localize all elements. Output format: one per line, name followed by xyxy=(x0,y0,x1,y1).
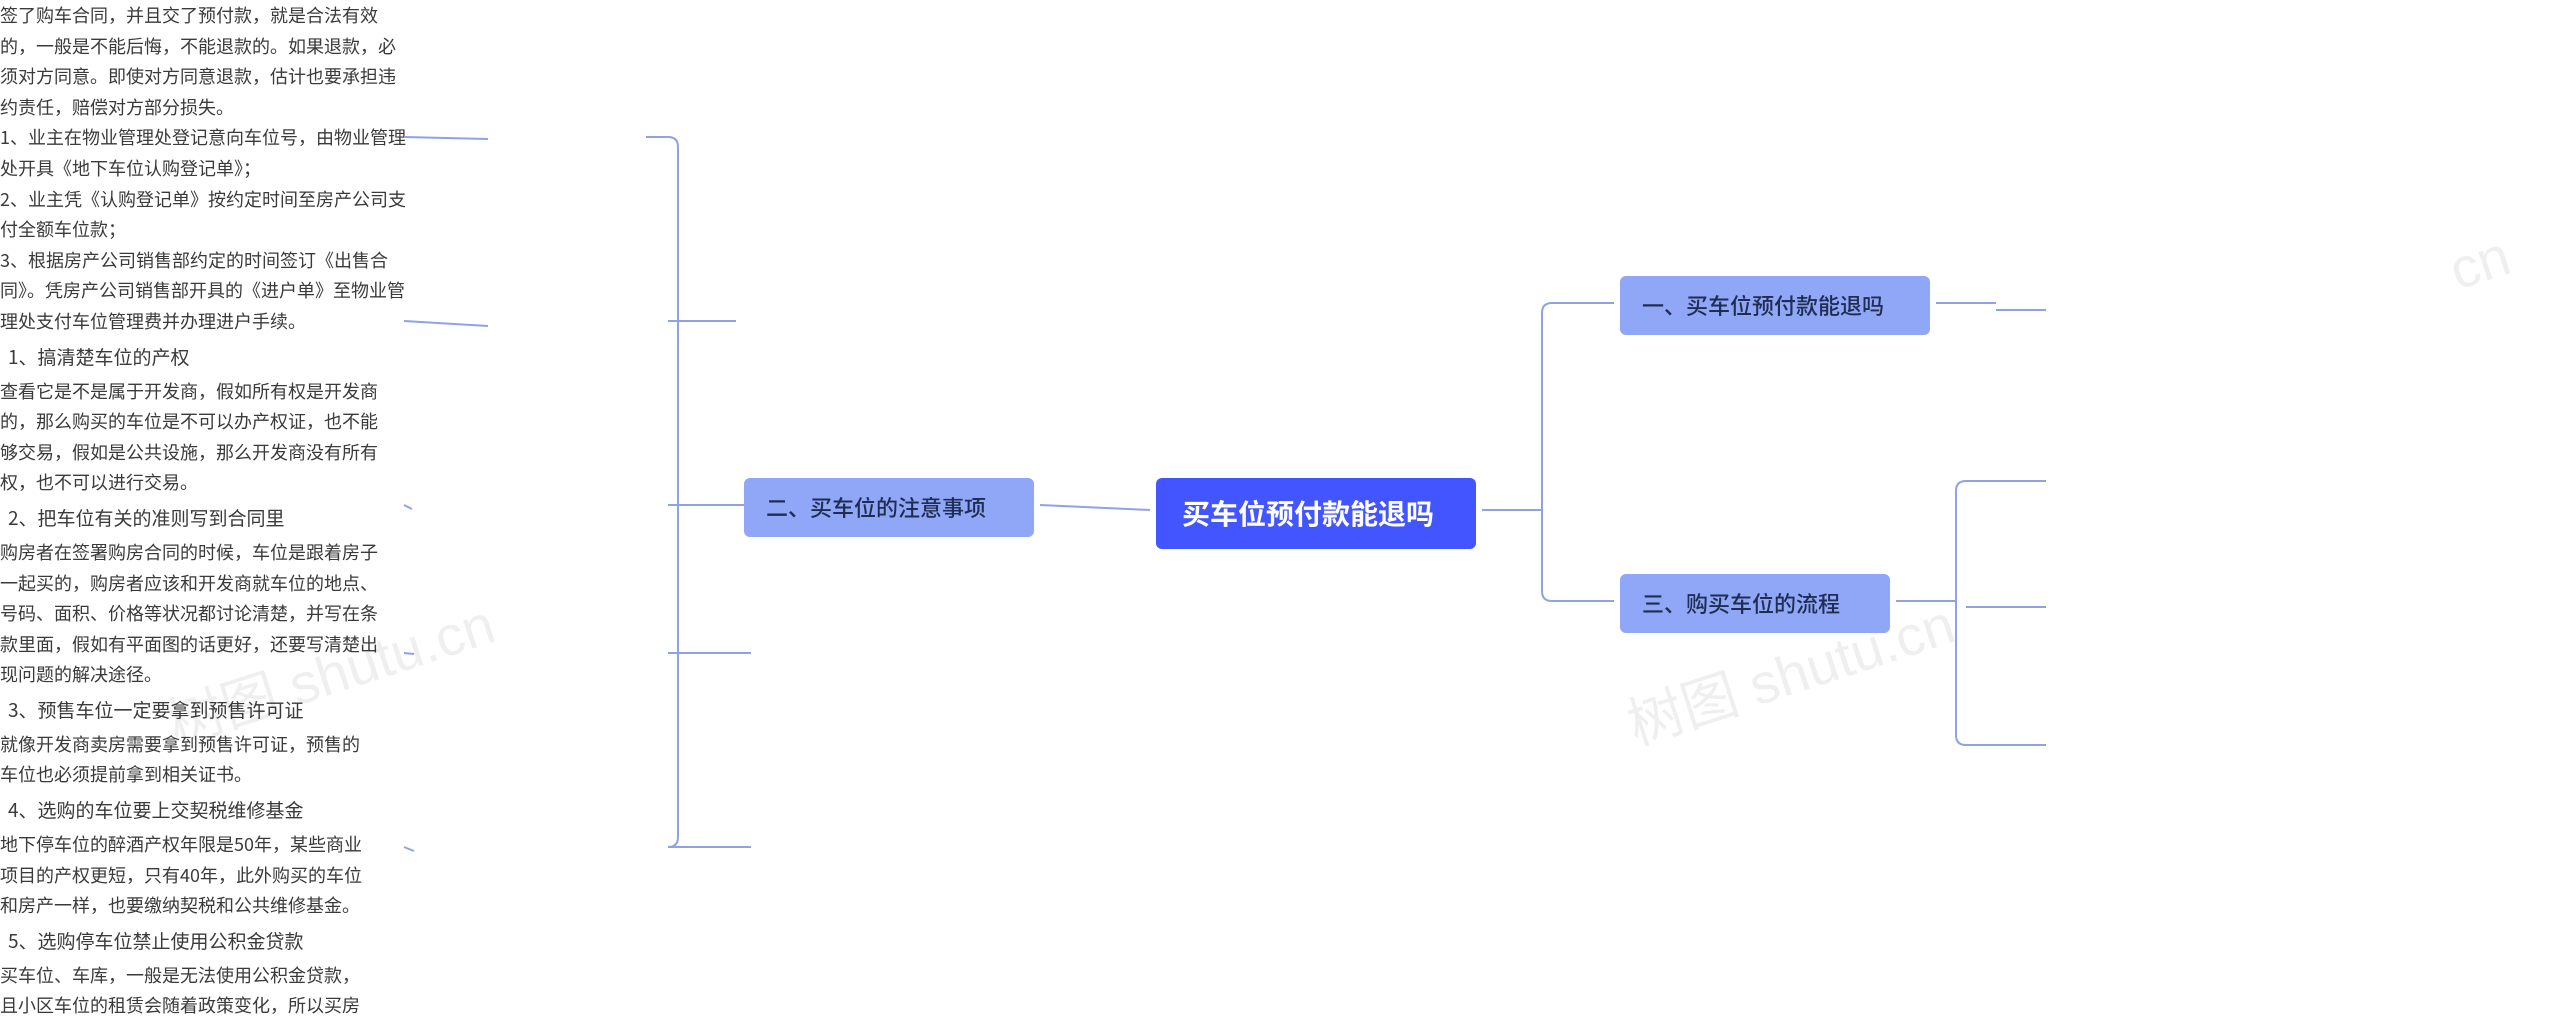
sub-node: 1、搞清楚车位的产权 xyxy=(0,337,2560,376)
detail-text: 地下停车位的醉酒产权年限是50年，某些商业项目的产权更短，只有40年，此外购买的… xyxy=(0,829,370,921)
detail-text: 买车位、车库，一般是无法使用公积金贷款，且小区车位的租赁会随着政策变化，所以买房… xyxy=(0,960,370,1021)
detail-text: 签了购车合同，并且交了预付款，就是合法有效的，一般是不能后悔，不能退款的。如果退… xyxy=(0,0,410,122)
detail-text: 2、业主凭《认购登记单》按约定时间至房产公司支付全额车位款； xyxy=(0,184,410,245)
detail-text: 购房者在签署购房合同的时候，车位是跟着房子一起买的，购房者应该和开发商就车位的地… xyxy=(0,537,388,690)
root-node: 买车位预付款能退吗 xyxy=(1156,478,1476,549)
sub-node: 5、选购停车位禁止使用公积金贷款 xyxy=(0,921,2560,960)
branch-r3: 三、购买车位的流程 xyxy=(1620,574,1890,633)
detail-text: 1、业主在物业管理处登记意向车位号，由物业管理处开具《地下车位认购登记单》； xyxy=(0,122,410,183)
detail-text: 3、根据房产公司销售部约定的时间签订《出售合同》。凭房产公司销售部开具的《进户单… xyxy=(0,245,410,337)
sub-node: 3、预售车位一定要拿到预售许可证 xyxy=(0,690,2560,729)
watermark: cn xyxy=(2441,222,2517,302)
mindmap-canvas: 树图 shutu.cn树图 shutu.cncn买车位预付款能退吗一、买车位预付… xyxy=(0,0,2560,1021)
detail-text: 查看它是不是属于开发商，假如所有权是开发商的，那么购买的车位是不可以办产权证，也… xyxy=(0,376,388,498)
branch-l2: 二、买车位的注意事项 xyxy=(744,478,1034,537)
detail-text: 就像开发商卖房需要拿到预售许可证，预售的车位也必须提前拿到相关证书。 xyxy=(0,729,368,790)
sub-node: 4、选购的车位要上交契税维修基金 xyxy=(0,790,2560,829)
branch-r1: 一、买车位预付款能退吗 xyxy=(1620,276,1930,335)
